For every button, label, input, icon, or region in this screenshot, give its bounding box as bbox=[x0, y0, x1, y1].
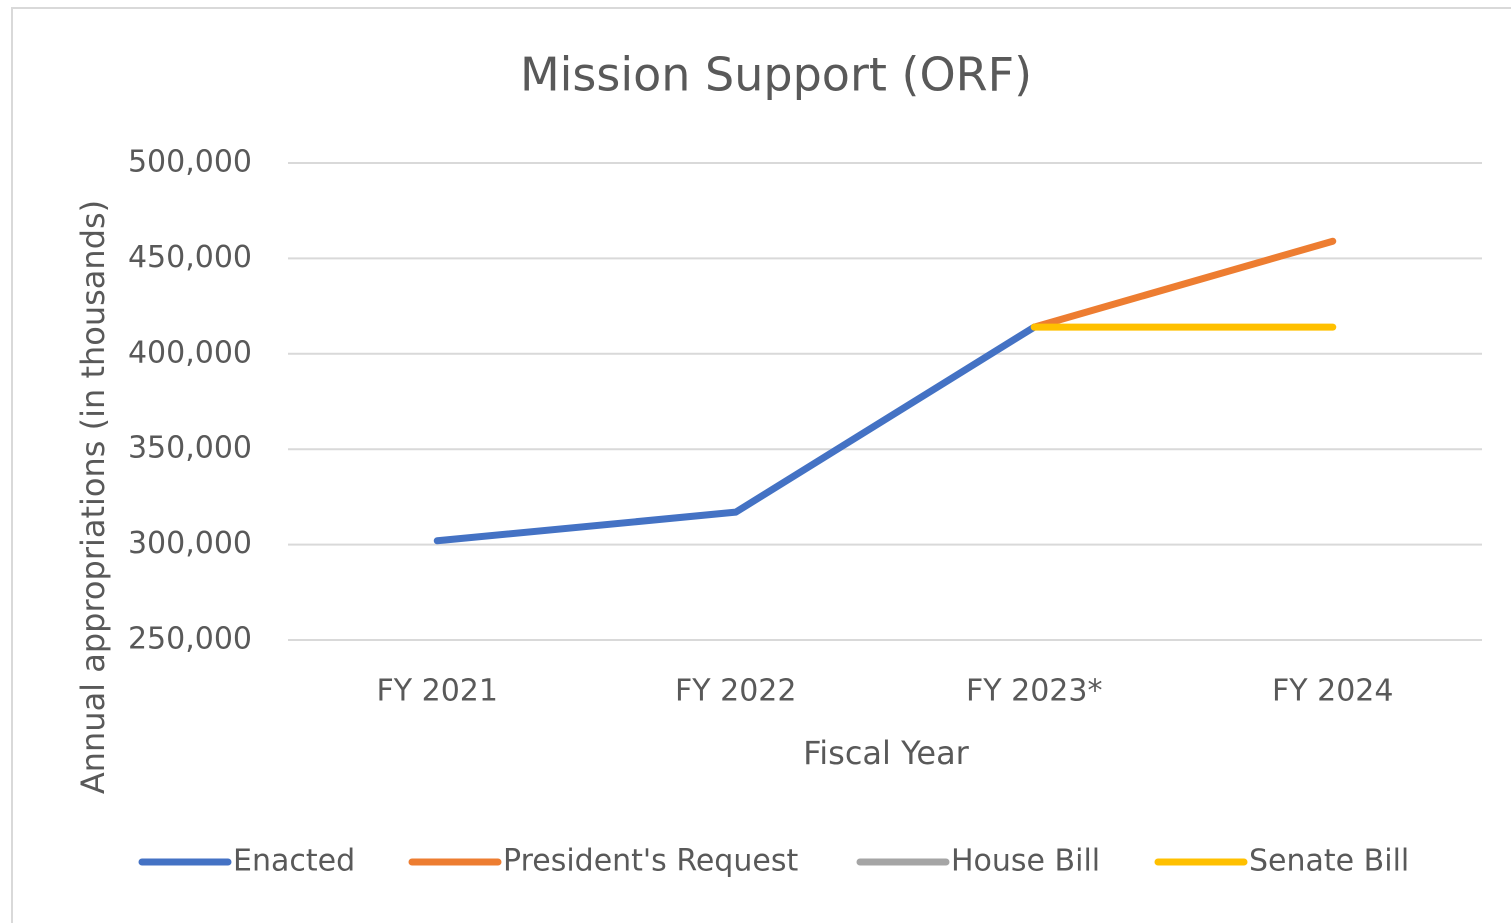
legend-label: Senate Bill bbox=[1249, 844, 1409, 879]
series-line bbox=[433, 323, 1038, 545]
y-tick-label: 300,000 bbox=[128, 526, 252, 561]
chart-title: Mission Support (ORF) bbox=[520, 48, 1032, 102]
chart-border bbox=[11, 7, 1511, 923]
y-tick-label: 500,000 bbox=[128, 145, 252, 180]
y-axis-title: Annual appropriations (in thousands) bbox=[74, 200, 112, 794]
x-tick-label: FY 2024 bbox=[1272, 674, 1393, 709]
legend-label: House Bill bbox=[951, 844, 1100, 879]
x-tick-label: FY 2022 bbox=[675, 674, 796, 709]
series-line bbox=[1030, 237, 1337, 331]
legend-label: Enacted bbox=[233, 844, 355, 879]
x-axis-title: Fiscal Year bbox=[803, 734, 970, 772]
x-tick-label: FY 2023* bbox=[966, 674, 1102, 709]
x-tick-label: FY 2021 bbox=[377, 674, 498, 709]
y-tick-label: 450,000 bbox=[128, 240, 252, 275]
y-tick-label: 250,000 bbox=[128, 622, 252, 657]
legend-label: President's Request bbox=[503, 844, 798, 879]
y-tick-label: 350,000 bbox=[128, 431, 252, 466]
y-tick-label: 400,000 bbox=[128, 335, 252, 370]
